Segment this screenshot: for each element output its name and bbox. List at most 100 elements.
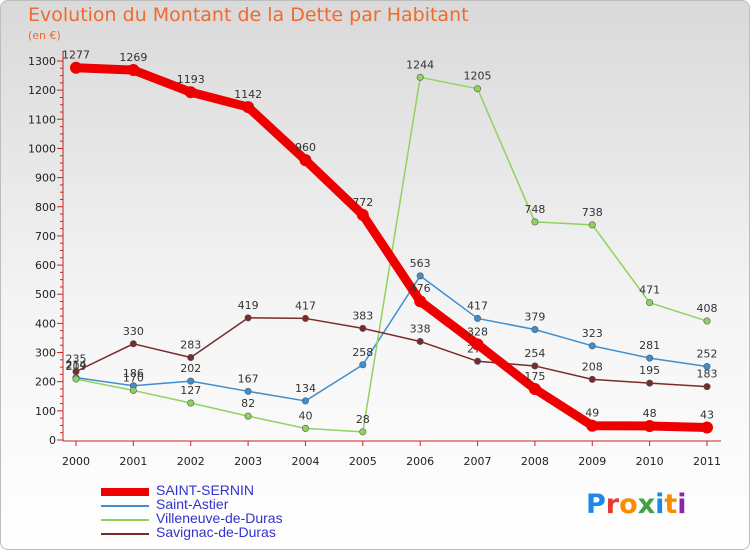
unit-label: (en €) (28, 29, 61, 42)
data-point-savignac-de-duras (703, 383, 711, 391)
data-point-saint-astier (416, 272, 424, 280)
data-point-villeneuve-de-duras (359, 428, 367, 436)
data-point-savignac-de-duras (244, 314, 252, 322)
y-tick-label: 300 (35, 347, 56, 360)
data-label-saint-sernin: 1142 (234, 88, 262, 101)
data-point-saint-sernin (127, 64, 140, 77)
data-point-saint-sernin (414, 295, 427, 308)
data-label-saint-sernin: 1277 (62, 49, 90, 62)
data-label-villeneuve-de-duras: 1205 (464, 70, 492, 83)
data-label-savignac-de-duras: 183 (697, 368, 718, 381)
data-label-villeneuve-de-duras: 170 (123, 371, 144, 384)
y-tick-label: 500 (35, 288, 56, 301)
data-label-villeneuve-de-duras: 209 (66, 360, 87, 373)
series-line-savignac-de-duras (75, 317, 708, 388)
data-label-savignac-de-duras: 338 (410, 322, 431, 335)
y-tick-label: 1300 (28, 55, 56, 68)
data-label-saint-sernin: 1193 (177, 73, 205, 86)
x-tick-label: 2001 (119, 455, 147, 468)
data-point-saint-astier (588, 342, 596, 350)
x-tick-label: 2008 (521, 455, 549, 468)
data-label-saint-sernin: 48 (643, 407, 657, 420)
data-label-saint-astier: 202 (180, 362, 201, 375)
legend-swatch (101, 505, 149, 507)
data-label-saint-sernin: 43 (700, 408, 714, 421)
data-label-saint-sernin: 772 (352, 196, 373, 209)
data-point-villeneuve-de-duras (416, 73, 424, 81)
data-point-saint-sernin (471, 338, 484, 351)
data-point-villeneuve-de-duras (301, 424, 309, 432)
data-label-savignac-de-duras: 195 (639, 364, 660, 377)
y-tick-label: 400 (35, 317, 56, 330)
data-point-saint-astier (474, 314, 482, 322)
y-tick-label: 1200 (28, 84, 56, 97)
data-point-savignac-de-duras (646, 379, 654, 387)
data-point-savignac-de-duras (588, 375, 596, 383)
logo-letter: x (637, 489, 656, 520)
data-point-savignac-de-duras (531, 362, 539, 370)
data-point-savignac-de-duras (129, 340, 137, 348)
data-point-saint-astier (703, 363, 711, 371)
data-label-saint-astier: 563 (410, 257, 431, 270)
data-label-saint-sernin: 1269 (119, 51, 147, 64)
logo-letter: i (655, 489, 665, 520)
logo-letter: i (677, 489, 687, 520)
proxiti-logo: Proxiti (586, 489, 687, 520)
x-tick-label: 2007 (464, 455, 492, 468)
data-point-savignac-de-duras (474, 357, 482, 365)
x-tick-label: 2003 (234, 455, 262, 468)
data-point-saint-sernin (586, 419, 599, 432)
y-tick-label: 900 (35, 172, 56, 185)
x-tick-label: 2005 (349, 455, 377, 468)
data-point-saint-sernin (299, 154, 312, 167)
data-label-saint-sernin: 476 (410, 282, 431, 295)
data-point-villeneuve-de-duras (129, 386, 137, 394)
data-point-saint-sernin (70, 61, 82, 74)
data-point-savignac-de-duras (72, 367, 80, 375)
data-label-saint-astier: 258 (352, 346, 373, 359)
x-tick-label: 2011 (693, 455, 721, 468)
data-point-savignac-de-duras (359, 324, 367, 332)
data-point-saint-sernin (643, 420, 656, 433)
legend-label: Villeneuve-de-Duras (156, 510, 283, 526)
data-label-villeneuve-de-duras: 748 (524, 203, 545, 216)
data-point-villeneuve-de-duras (531, 218, 539, 226)
y-tick-label: 800 (35, 201, 56, 214)
data-point-villeneuve-de-duras (474, 85, 482, 93)
data-label-savignac-de-duras: 208 (582, 360, 603, 373)
legend-swatch (101, 488, 149, 496)
data-point-villeneuve-de-duras (703, 317, 711, 325)
data-label-savignac-de-duras: 383 (352, 309, 373, 322)
data-label-saint-sernin: 49 (585, 407, 599, 420)
data-label-saint-astier: 323 (582, 327, 603, 340)
data-label-villeneuve-de-duras: 40 (298, 409, 312, 422)
data-label-villeneuve-de-duras: 82 (241, 397, 255, 410)
series-line-saint-astier (75, 275, 708, 402)
data-point-saint-astier (646, 354, 654, 362)
data-point-savignac-de-duras (301, 314, 309, 322)
data-point-saint-sernin (528, 382, 541, 395)
y-tick-label: 600 (35, 259, 56, 272)
data-label-villeneuve-de-duras: 1244 (406, 58, 434, 71)
data-label-saint-astier: 252 (697, 348, 718, 361)
data-label-saint-astier: 281 (639, 339, 660, 352)
data-label-villeneuve-de-duras: 408 (697, 302, 718, 315)
data-point-saint-astier (359, 361, 367, 369)
data-point-saint-sernin (242, 101, 255, 114)
data-point-villeneuve-de-duras (187, 399, 195, 407)
series-line-saint-sernin (71, 63, 712, 432)
data-point-saint-sernin (184, 86, 197, 99)
chart-title: Evolution du Montant de la Dette par Hab… (28, 4, 469, 26)
legend-label: Saint-Astier (156, 496, 229, 512)
legend-label: Savignac-de-Duras (156, 524, 276, 540)
y-tick-label: 200 (35, 376, 56, 389)
y-tick-label: 100 (35, 405, 56, 418)
data-label-saint-sernin: 960 (295, 141, 316, 154)
data-label-saint-sernin: 175 (524, 370, 545, 383)
data-point-villeneuve-de-duras (72, 375, 80, 383)
data-label-villeneuve-de-duras: 471 (639, 284, 660, 297)
data-label-saint-astier: 417 (467, 299, 488, 312)
data-point-savignac-de-duras (187, 353, 195, 361)
legend-swatch (101, 533, 149, 535)
